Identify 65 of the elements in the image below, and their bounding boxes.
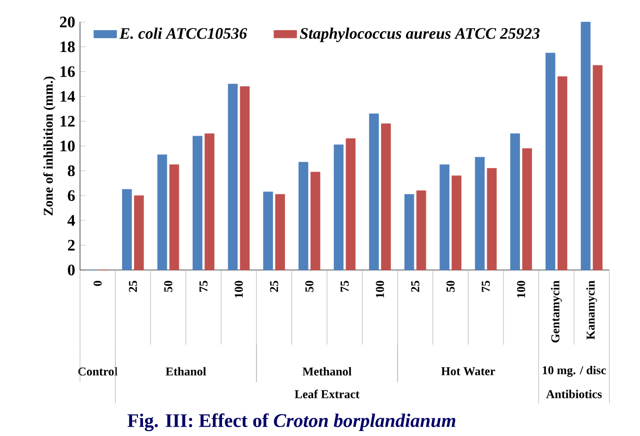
- bar: [228, 84, 238, 270]
- y-tick-label: 6: [68, 190, 75, 201]
- y-axis-title: Zone of inhibition (mm.): [43, 76, 56, 216]
- x-tick-label: 50: [446, 280, 455, 292]
- bar: [310, 172, 320, 270]
- text: Methanol: [302, 367, 352, 376]
- bar: [134, 195, 144, 270]
- x-tick-label: 100: [234, 280, 243, 298]
- text: Control: [78, 367, 118, 376]
- y-tick-label: 18: [60, 41, 75, 52]
- text: 10 mg. / disc: [542, 366, 606, 377]
- bar: [546, 52, 556, 270]
- bar: [486, 168, 497, 270]
- y-tick-label: 4: [68, 215, 75, 226]
- y-tick-label: 14: [60, 91, 75, 102]
- y-tick-label: 0: [68, 264, 75, 276]
- bar: [404, 194, 414, 270]
- bar: [592, 65, 603, 270]
- x-tick-label: Gentamycin: [550, 280, 562, 342]
- bar: [275, 194, 285, 270]
- x-tick-label: 50: [164, 280, 172, 292]
- bar: [474, 156, 485, 270]
- x-tick-label: 25: [411, 280, 420, 292]
- x-tick-label: 0: [94, 280, 102, 286]
- x-tick-label: 50: [305, 280, 314, 292]
- bar: [192, 136, 202, 270]
- y-tick-label: 10: [60, 140, 75, 152]
- y-tick-label: 12: [60, 116, 75, 126]
- bar: [334, 144, 344, 270]
- bar: [263, 192, 273, 270]
- x-tick-label: 100: [517, 280, 526, 298]
- bar: [204, 133, 214, 270]
- x-tick-label: 25: [128, 280, 137, 292]
- text: Fig. III: Effect of Croton borplandianum: [128, 413, 456, 432]
- y-tick-label: 16: [60, 66, 75, 77]
- x-tick-label: 75: [340, 280, 349, 292]
- bar: [298, 162, 308, 270]
- bar: [381, 123, 391, 270]
- bar: [440, 164, 450, 270]
- y-tick-label: 20: [60, 16, 75, 28]
- y-tick-label: 2: [68, 240, 75, 250]
- y-tick-label: 8: [68, 165, 75, 176]
- legend-label: E. coli ATCC10536: [119, 28, 248, 39]
- x-tick-label: 75: [200, 280, 208, 292]
- text: Leaf Extract: [294, 390, 360, 398]
- bar: [522, 148, 532, 270]
- text: Ethanol: [166, 367, 206, 376]
- bar: [169, 164, 180, 270]
- text: Hot Water: [441, 367, 496, 376]
- bar: [346, 138, 356, 270]
- bar: [240, 86, 250, 270]
- x-tick-label: Kanamycin: [586, 280, 598, 340]
- bar: [510, 133, 520, 270]
- bar: [369, 114, 379, 270]
- bar: [122, 189, 132, 270]
- x-tick-label: 100: [376, 280, 384, 298]
- bar: [157, 154, 168, 270]
- bar: [558, 76, 568, 270]
- bar: [452, 176, 462, 270]
- x-tick-label: 75: [482, 280, 490, 292]
- bar: [580, 22, 591, 270]
- legend-label: Staphylococcus aureus ATCC 25923: [300, 28, 540, 42]
- bar: [416, 190, 426, 270]
- text: Antibiotics: [546, 390, 602, 398]
- x-tick-label: 25: [270, 280, 278, 292]
